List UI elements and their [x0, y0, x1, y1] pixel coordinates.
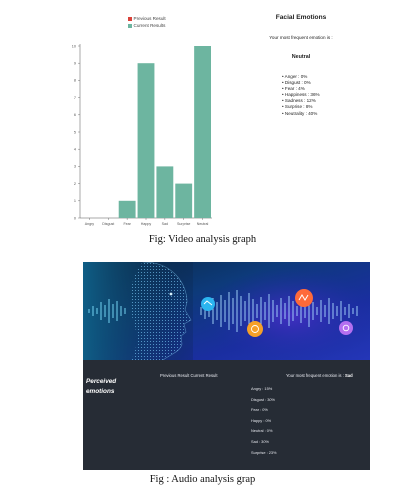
audio-analysis-figure: Perceived emotions Previous Result Curre…	[83, 262, 370, 470]
y-tick-label: 7	[74, 96, 76, 100]
audio-legend-text: Previous Result Current Result	[160, 373, 218, 378]
list-item-text: Sadness : 12%	[284, 98, 316, 104]
face-silhouette	[130, 262, 191, 360]
y-tick-label: 9	[74, 62, 76, 66]
list-item: Neutral : 0%	[251, 428, 273, 434]
list-item-text: Happiness : 36%	[284, 92, 320, 98]
audio-emotion-list: Angry : 15% Disgust : 30% Fear : 0% Happ…	[251, 386, 277, 460]
list-item: Sad : 30%	[251, 438, 269, 444]
list-item-text: Anger : 0%	[284, 74, 308, 79]
list-item: • Surprise : 8%	[282, 104, 313, 110]
bar-surprise	[175, 183, 193, 218]
x-tick-label: Sad	[162, 222, 168, 226]
most-frequent-emotion: Neutral	[291, 54, 311, 60]
y-tick-label: 10	[72, 44, 76, 48]
x-tick-label: Fear	[123, 222, 131, 226]
list-item: Disgust : 30%	[251, 396, 276, 402]
audio-results-panel: Perceived emotions Previous Result Curre…	[83, 360, 370, 470]
x-tick-label: Angry	[85, 222, 95, 226]
legend-previous-swatch	[128, 17, 132, 21]
list-item-text: Disgust : 0%	[284, 80, 311, 86]
legend-previous: Previous Result	[128, 16, 166, 21]
list-item-text: Surprise : 8%	[284, 104, 313, 110]
left-sound-wave	[88, 299, 126, 323]
list-item: Fear : 0%	[251, 407, 268, 413]
y-tick-label: 8	[74, 79, 76, 83]
emotion-bubble-yellow-icon	[247, 321, 263, 337]
y-tick-label: 1	[74, 199, 76, 203]
video-figure-caption: Fig: Video analysis graph	[148, 234, 257, 245]
bar-neutral	[194, 46, 211, 218]
emotion-bubble-purple-icon	[339, 321, 353, 335]
y-tick-label: 5	[74, 130, 76, 134]
legend-current-swatch	[128, 24, 132, 28]
y-tick-label: 3	[74, 165, 76, 169]
most-frequent-subtitle: Your most frequent emotion is :	[269, 35, 333, 40]
bar-sad	[156, 166, 174, 218]
audio-most-frequent-prefix: Your most frequent emotion is :	[286, 373, 344, 378]
y-tick-label: 6	[74, 113, 76, 117]
audio-most-frequent: Your most frequent emotion is : Sad	[286, 373, 353, 378]
x-tick-label: Happy	[141, 222, 152, 226]
y-tick-label: 0	[74, 216, 76, 220]
perceived-emotions-label: Perceived emotions	[86, 378, 117, 395]
bar-fear	[118, 200, 136, 218]
emotion-bubble-blue-icon	[201, 297, 215, 311]
list-item: • Sadness : 12%	[282, 98, 316, 104]
bar-happy	[137, 63, 155, 219]
x-tick-label: Disgust	[102, 222, 114, 226]
list-item: • Neutrality : 40%	[282, 110, 318, 116]
list-item: • Happiness : 36%	[282, 92, 320, 98]
list-item: Angry : 15%	[251, 386, 273, 391]
legend-current-label: Current Results	[133, 23, 166, 28]
legend-current: Current Results	[128, 23, 165, 28]
list-item: Happy : 0%	[251, 417, 272, 423]
emotion-bubble-orange-icon	[295, 289, 313, 307]
bar-chart: 0 1 2 3 4 5 6 7 8 9 10 Angry Disgust Fear Happy Sad Surp…	[72, 44, 212, 226]
facial-emotions-title: Facial Emotions	[275, 14, 327, 21]
list-item: • Disgust : 0%	[282, 80, 311, 86]
list-item: Surprise : 23%	[251, 449, 277, 455]
x-tick-label: Neutral	[197, 222, 209, 226]
list-item: • Fear : 4%	[282, 86, 305, 92]
x-tick-label: Surprise	[177, 222, 190, 226]
facial-emotions-panel: Facial Emotions Your most frequent emoti…	[252, 14, 350, 117]
list-item-text: Neutrality : 40%	[284, 110, 318, 116]
y-tick-label: 2	[74, 182, 76, 186]
audio-most-frequent-value: Sad	[344, 373, 353, 378]
audio-figure-caption: Fig : Audio analysis grap	[149, 474, 256, 485]
emotion-percent-list: • Anger : 0% • Disgust : 0% • Fear : 4% …	[252, 74, 350, 117]
list-item: • Anger : 0%	[282, 74, 308, 79]
list-item-text: Fear : 4%	[284, 86, 305, 92]
audio-banner-image	[83, 262, 370, 360]
y-tick-label: 4	[74, 148, 76, 152]
legend-previous-label: Previous Result	[133, 16, 166, 21]
